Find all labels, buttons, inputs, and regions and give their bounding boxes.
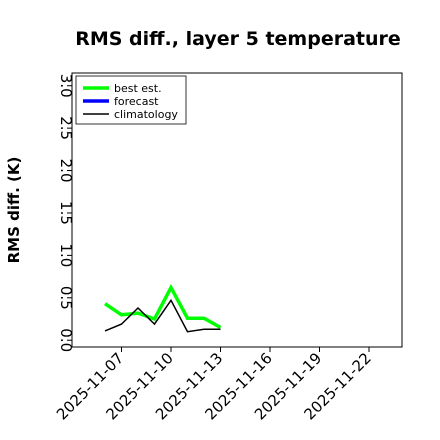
y-axis-label: RMS diff. (K) (5, 157, 23, 264)
y-tick-label: 1.0 (57, 243, 75, 267)
y-tick-label: 3.0 (57, 74, 75, 98)
y-tick-label: 0.0 (57, 328, 75, 352)
y-axis-ticks: 0.0 0.5 1.0 1.5 2.0 2.5 3.0 (57, 74, 75, 352)
plot-frame (71, 72, 403, 348)
y-tick-label: 2.0 (57, 159, 75, 183)
x-axis-ticks: 2025-11-072025-11-102025-11-132025-11-16… (53, 347, 375, 423)
legend-label: climatology (114, 108, 178, 121)
series-line-0 (104, 283, 222, 330)
series-line-2 (104, 298, 221, 333)
chart-title: RMS diff., layer 5 temperature (75, 28, 401, 50)
legend-label: forecast (114, 95, 159, 108)
series-layer (104, 283, 222, 333)
y-tick-label: 1.5 (57, 201, 75, 225)
y-tick-label: 2.5 (57, 116, 75, 140)
y-tick-label: 0.5 (57, 286, 75, 310)
legend-label: best est. (114, 82, 162, 95)
